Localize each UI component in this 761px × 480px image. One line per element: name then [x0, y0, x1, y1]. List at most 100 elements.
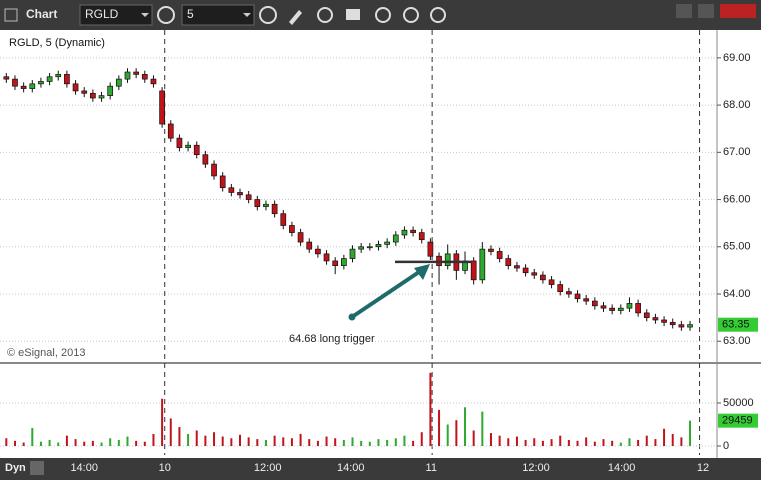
candle-body	[540, 274, 546, 281]
window-title: Chart	[26, 7, 57, 21]
close-button[interactable]	[720, 4, 756, 18]
volume-bar	[619, 442, 622, 446]
volume-bar	[576, 440, 579, 446]
candle-body	[12, 78, 18, 87]
interval: 5	[187, 7, 194, 21]
candle-body	[38, 81, 44, 85]
candle-body	[185, 144, 191, 148]
maximize-button[interactable]	[698, 4, 714, 18]
candle-body	[341, 258, 347, 267]
volume-bar	[152, 433, 155, 446]
interval-field[interactable]	[181, 4, 255, 26]
volume-bar	[5, 438, 8, 446]
candle-body	[531, 272, 538, 276]
volume-bar	[83, 441, 86, 446]
volume-bar	[65, 435, 68, 446]
volume-bar	[351, 437, 354, 446]
volume-bar	[74, 439, 77, 446]
volume-bar	[689, 420, 692, 446]
volume-bar	[230, 438, 233, 446]
candle-body	[323, 253, 330, 262]
candle-body	[678, 324, 685, 328]
clock-icon[interactable]	[259, 6, 277, 24]
y-tick-label: 69.00	[723, 52, 751, 64]
candle-body	[591, 300, 598, 307]
volume-bar	[360, 440, 363, 446]
candle-body	[669, 321, 676, 326]
mode: Dyn	[5, 462, 26, 474]
last-volume-box	[718, 413, 758, 428]
volume-bar	[57, 442, 60, 446]
candle-body	[522, 267, 529, 274]
lock-button[interactable]	[30, 461, 44, 475]
volume-bar	[273, 435, 276, 446]
candle-body	[306, 241, 313, 250]
play-icon[interactable]	[375, 7, 391, 23]
candle-body	[410, 229, 416, 233]
gsi-icon[interactable]	[346, 9, 360, 20]
candle-body	[46, 76, 53, 82]
candle-body	[297, 232, 304, 243]
volume-bar	[507, 438, 510, 446]
draw-icon[interactable]	[289, 10, 302, 25]
candle-body	[384, 241, 390, 245]
copyright: © eSignal, 2013	[7, 347, 85, 359]
symbol-field[interactable]	[79, 4, 153, 26]
volume-bar	[377, 439, 380, 446]
volume-bar	[264, 439, 267, 446]
x-tick-label: 14:00	[70, 462, 98, 474]
dropdown-arrow[interactable]	[243, 13, 251, 17]
link-icon[interactable]	[430, 7, 446, 23]
annotation: 64.68 long trigger	[289, 333, 375, 345]
volume-bar	[515, 436, 518, 446]
volume-bar	[91, 440, 94, 446]
volume-bar	[342, 439, 345, 446]
x-tick-label: 10	[159, 462, 171, 474]
candle-body	[167, 123, 174, 139]
minimize-button[interactable]	[676, 4, 692, 18]
candle-body	[617, 307, 624, 311]
volume-bar	[308, 439, 311, 446]
volume-bar	[628, 438, 631, 446]
volume-bar	[671, 433, 674, 446]
volume-bar	[221, 436, 224, 446]
last-price-label: 63.35	[722, 319, 750, 331]
volume-bar	[489, 433, 492, 446]
time-axis-bar	[0, 458, 761, 480]
candle-body	[479, 248, 486, 281]
volume-bar	[126, 436, 129, 446]
symbol: RGLD	[85, 7, 119, 21]
settings-icon[interactable]	[157, 6, 175, 24]
volume-bar	[178, 427, 181, 446]
candle-body	[55, 74, 62, 78]
candle-body	[600, 305, 607, 309]
annotation-arrow	[350, 268, 424, 319]
chart-title: RGLD, 5 (Dynamic)	[9, 37, 105, 49]
candle-body	[150, 78, 157, 85]
candle-body	[609, 307, 615, 311]
arrow-tail	[348, 313, 356, 321]
candle-body	[107, 85, 114, 96]
candle-body	[20, 85, 27, 89]
volume-bar	[533, 438, 536, 446]
volume-bar	[282, 437, 285, 446]
candle-body	[64, 74, 70, 85]
y-tick-label: 63.00	[723, 335, 751, 347]
dropdown-arrow[interactable]	[141, 13, 149, 17]
candle-body	[159, 90, 165, 125]
volume-bar	[31, 427, 34, 446]
volume-bar	[567, 439, 570, 446]
volume-bar	[213, 432, 216, 446]
candle-body	[643, 312, 650, 318]
candle-body	[263, 203, 269, 207]
refresh-icon[interactable]	[317, 7, 333, 23]
volume-bar	[135, 440, 138, 446]
volume-bar	[39, 441, 42, 446]
alert-icon[interactable]	[403, 7, 419, 23]
candle-body	[514, 265, 520, 269]
volume-bar	[195, 430, 198, 446]
volume-bar	[325, 436, 328, 446]
candle-body	[98, 95, 105, 99]
candle-body	[228, 187, 235, 193]
